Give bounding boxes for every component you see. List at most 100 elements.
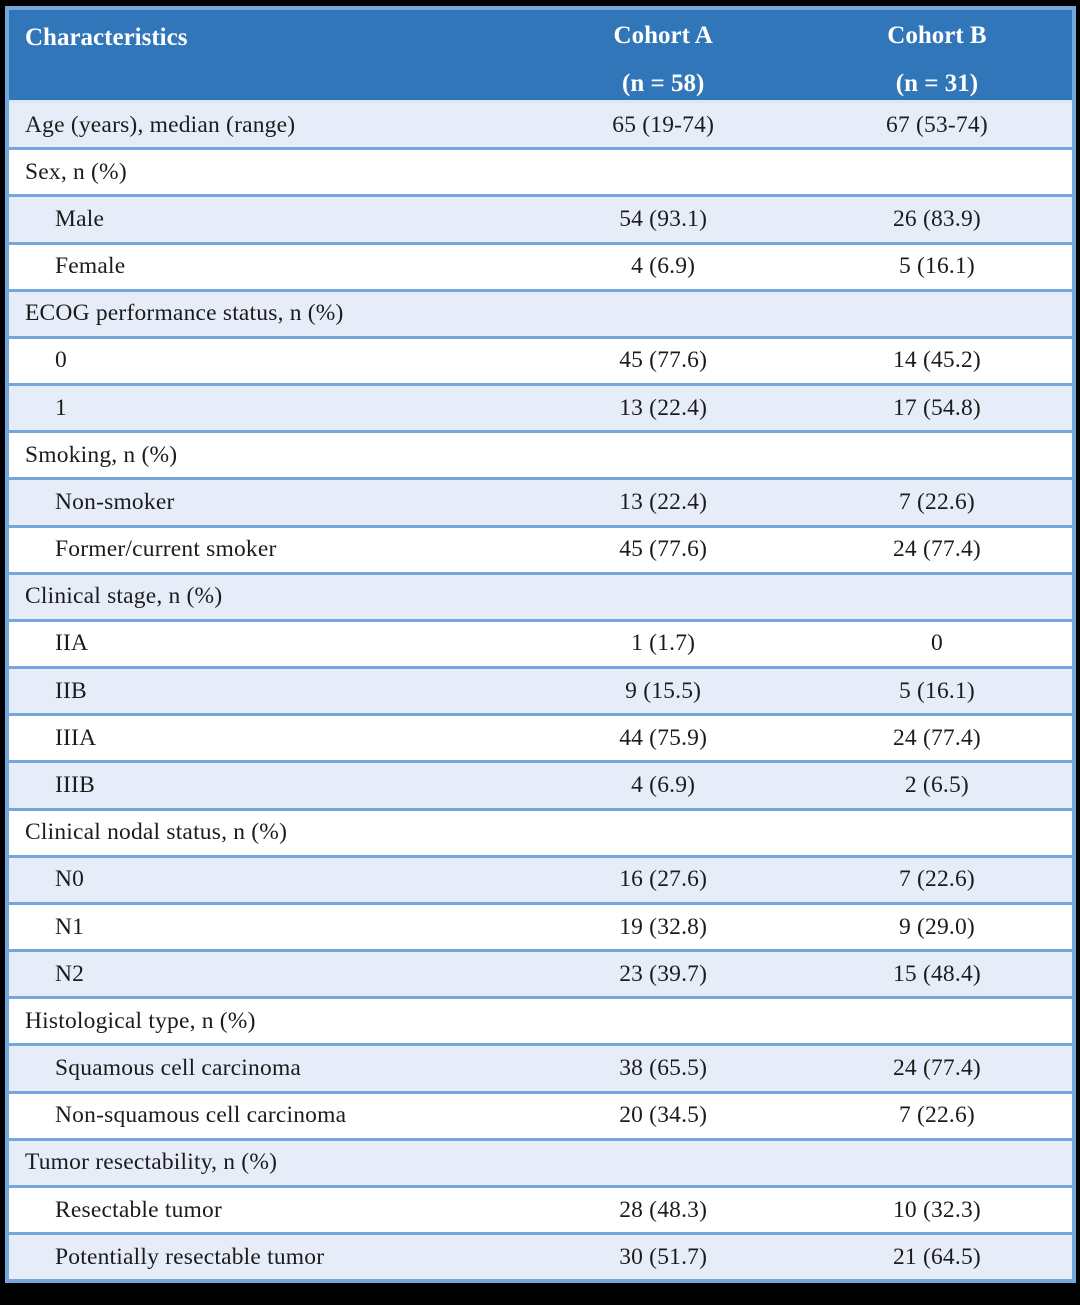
cohort-a-value: 13 (22.4) (619, 488, 708, 515)
cohort-b-value: 10 (32.3) (892, 1196, 981, 1223)
cohort-a-value (524, 149, 801, 196)
section-label: ECOG performance status, n (%) (25, 300, 344, 327)
table-row: IIIA 44 (75.9) 24 (77.4) (7, 714, 1074, 762)
row-label: N0 (55, 866, 85, 893)
section-label: Clinical stage, n (%) (25, 583, 223, 610)
section-label: Sex, n (%) (25, 158, 127, 185)
row-label: IIIA (55, 724, 97, 751)
cohort-a-value: 65 (19-74) (612, 111, 715, 138)
section-label: Smoking, n (%) (25, 441, 178, 468)
header-characteristics: Characteristics (7, 8, 525, 102)
cohort-a-value: 19 (32.8) (619, 913, 708, 940)
table-row: IIA 1 (1.7) 0 (7, 620, 1074, 668)
row-label: IIA (55, 630, 89, 657)
table-row: Potentially resectable tumor 30 (51.7) 21 … (7, 1233, 1074, 1281)
cohort-a-n: (n = 58) (622, 70, 705, 97)
section-label: Tumor resectability, n (%) (25, 1149, 278, 1176)
cohort-a-value: 13 (22.4) (619, 394, 708, 421)
row-label: Non-smoker (55, 488, 175, 515)
cohort-b-value (802, 432, 1074, 479)
table-section-row: Clinical stage, n (%) (7, 573, 1074, 621)
cohort-b-value: 26 (83.9) (892, 205, 981, 232)
table-row: N2 23 (39.7) 15 (48.4) (7, 950, 1074, 998)
cohort-a-value: 30 (51.7) (619, 1243, 708, 1270)
cohort-b-value: 21 (64.5) (892, 1243, 981, 1270)
cohort-b-value (802, 149, 1074, 196)
table-section-row: ECOG performance status, n (%) (7, 290, 1074, 338)
row-label: Squamous cell carcinoma (55, 1055, 302, 1082)
section-label: Histological type, n (%) (25, 1007, 256, 1034)
cohort-b-value: 67 (53-74) (886, 111, 988, 138)
cohort-b-value (802, 1139, 1074, 1186)
table-section-row: Smoking, n (%) (7, 431, 1074, 479)
row-label: Female (55, 253, 126, 280)
cohort-b-n: (n = 31) (895, 70, 979, 97)
row-label: N2 (55, 960, 85, 987)
cohort-b-value: 2 (6.5) (904, 771, 969, 798)
table-section-row: Clinical nodal status, n (%) (7, 809, 1074, 857)
row-label: Male (55, 205, 105, 232)
cohort-b-value: 9 (29.0) (898, 913, 975, 940)
table-body: Age (years), median (range) 65 (19-74) 67 … (7, 101, 1074, 1281)
table-row: Squamous cell carcinoma 38 (65.5) 24 (77.4… (7, 1044, 1074, 1093)
cohort-b-value: 14 (45.2) (892, 347, 981, 374)
cohort-a-value: 9 (15.5) (625, 677, 702, 704)
cohort-a-value: 54 (93.1) (619, 205, 708, 232)
cohort-b-value: 7 (22.6) (898, 1102, 975, 1129)
cohort-b-value: 5 (16.1) (898, 677, 975, 704)
row-label: Resectable tumor (55, 1196, 222, 1223)
row-label: 1 (55, 394, 67, 421)
row-label: IIIB (55, 771, 95, 798)
cohort-a-value (524, 573, 801, 620)
table-row: Non-squamous cell carcinoma 20 (34.5) 7 (2… (7, 1092, 1074, 1140)
cohort-a-value: 45 (77.6) (619, 536, 708, 563)
cohort-a-value: 38 (65.5) (619, 1055, 708, 1082)
header-cohort-b: Cohort B (n = 31) (801, 8, 1074, 102)
cohort-a-value (524, 432, 801, 479)
row-label: Former/current smoker (55, 536, 277, 563)
cohort-a-value: 16 (27.6) (619, 866, 708, 893)
table-row: Male 54 (93.1) 26 (83.9) (7, 195, 1074, 244)
cohort-b-value: 17 (54.8) (892, 394, 981, 421)
cohort-a-value: 44 (75.9) (619, 724, 708, 751)
cohort-b-value: 7 (22.6) (898, 488, 975, 515)
row-label: N1 (55, 913, 85, 940)
table-row: IIIB 4 (6.9) 2 (6.5) (7, 761, 1074, 810)
cohort-b-value (802, 573, 1074, 620)
table-header-row: Characteristics Cohort A (n = 58) Cohort… (7, 8, 1074, 102)
table-row: Non-smoker 13 (22.4) 7 (22.6) (7, 478, 1074, 527)
table-row: Female 4 (6.9) 5 (16.1) (7, 243, 1074, 291)
table-row: 1 13 (22.4) 17 (54.8) (7, 384, 1074, 432)
cohort-b-value: 24 (77.4) (892, 536, 981, 563)
section-label: Clinical nodal status, n (%) (25, 819, 288, 846)
table-section-row: Tumor resectability, n (%) (7, 1139, 1074, 1187)
cohort-b-value: 5 (16.1) (898, 253, 975, 280)
table-row: N0 16 (27.6) 7 (22.6) (7, 856, 1074, 904)
table-row: N1 19 (32.8) 9 (29.0) (7, 903, 1074, 951)
table-row: Age (years), median (range) 65 (19-74) 67 … (7, 101, 1074, 149)
header-characteristics-label: Characteristics (25, 24, 188, 51)
cohort-b-value: 15 (48.4) (892, 960, 981, 987)
table-row: Former/current smoker 45 (77.6) 24 (77.4) (7, 526, 1074, 574)
cohort-b-value: 0 (930, 630, 943, 657)
cohort-a-value: 4 (6.9) (631, 771, 696, 798)
header-cohort-a: Cohort A (n = 58) (524, 8, 802, 102)
cohort-b-value (802, 809, 1074, 856)
table-row: 0 45 (77.6) 14 (45.2) (7, 337, 1074, 385)
cohort-a-name: Cohort A (613, 22, 713, 49)
table-row: IIB 9 (15.5) 5 (16.1) (7, 667, 1074, 715)
row-label: 0 (55, 347, 67, 374)
cohort-b-name: Cohort B (887, 22, 987, 49)
cohort-a-value: 20 (34.5) (619, 1102, 708, 1129)
cohort-b-value (802, 290, 1074, 337)
cohort-a-value: 23 (39.7) (619, 960, 708, 987)
row-label: Age (years), median (range) (25, 111, 296, 138)
row-label: Potentially resectable tumor (55, 1243, 325, 1270)
cohort-b-value: 24 (77.4) (892, 1055, 981, 1082)
cohort-a-value: 1 (1.7) (631, 630, 696, 657)
cohort-a-value: 45 (77.6) (619, 347, 708, 374)
cohort-a-value (524, 290, 801, 337)
row-label: IIB (55, 677, 87, 704)
cohort-a-value (524, 998, 801, 1045)
